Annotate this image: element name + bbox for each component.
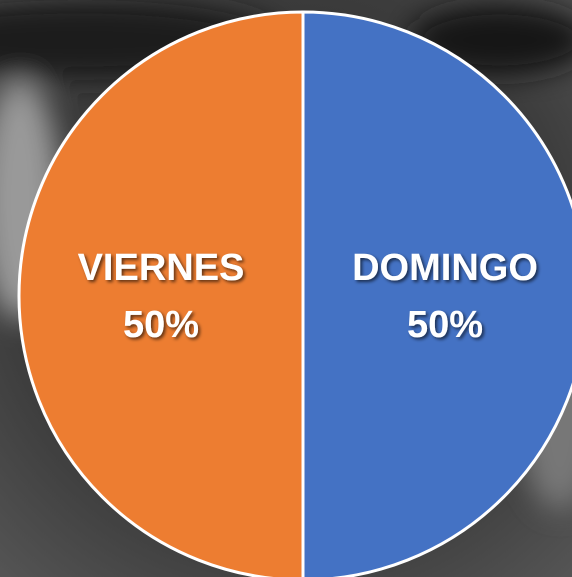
pie-slice bbox=[301, 10, 572, 577]
slice-category-label: VIERNES bbox=[78, 247, 245, 289]
pie-slice bbox=[17, 10, 305, 577]
slice-value-label: 50% bbox=[123, 304, 199, 346]
slice-category-label: DOMINGO bbox=[352, 247, 538, 289]
slice-value-label: 50% bbox=[407, 304, 483, 346]
